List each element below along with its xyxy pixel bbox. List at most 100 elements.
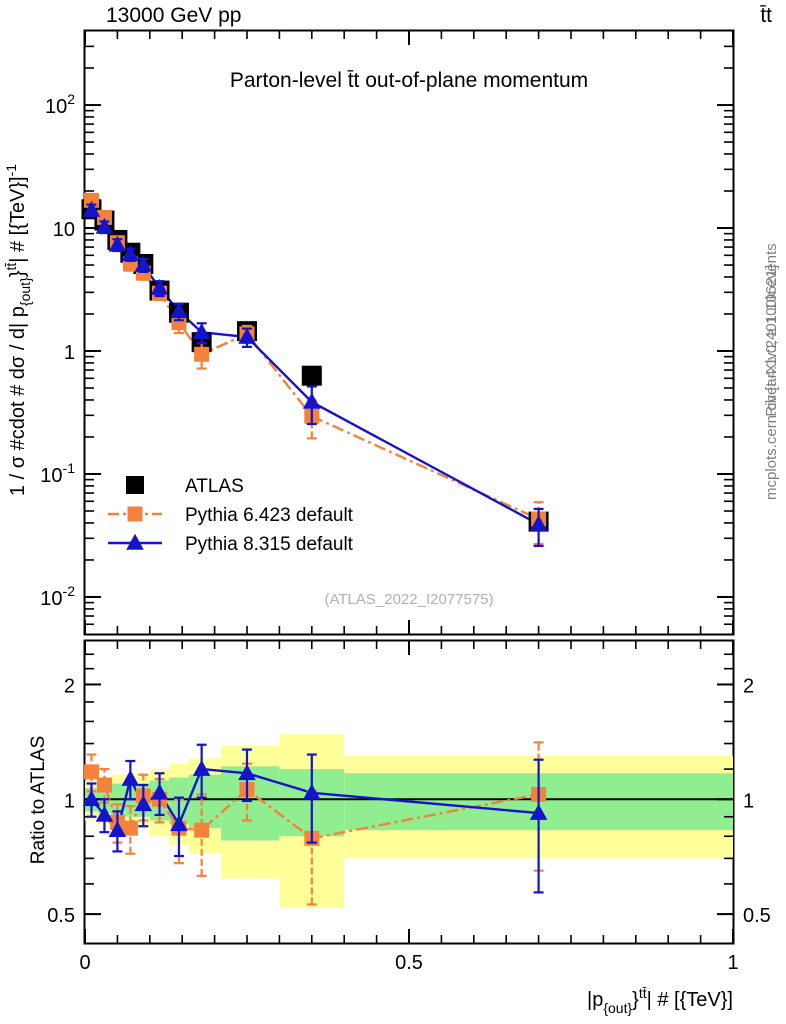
datapoint-pythia8 <box>303 385 321 426</box>
ratio-axis-ticks <box>84 641 734 943</box>
datapoint-pythia8 <box>121 245 140 263</box>
ratio-ytick-left-0: 2 <box>64 675 75 697</box>
datapoint-pythia8 <box>238 327 256 349</box>
datapoint-pythia8 <box>108 235 127 253</box>
x-tick-2: 1 <box>727 952 738 974</box>
marker-triangle <box>108 820 127 837</box>
main-axis-ticks <box>84 31 734 634</box>
marker-triangle <box>121 769 140 786</box>
main-y-tick-labels: 102 10 1 10-1 10-2 <box>40 91 75 610</box>
datapoint-atlas <box>301 365 322 386</box>
rivet-version-label: Rivet 4.1.0, ≥ 100k events <box>763 243 780 416</box>
marker-triangle <box>82 200 101 217</box>
marker-square <box>171 315 187 331</box>
ylabel-sup2: -1 <box>3 164 19 177</box>
marker-square <box>122 820 138 836</box>
ratio-plot-frame <box>83 639 735 945</box>
marker-triangle <box>170 302 188 319</box>
xlabel-p1: |p <box>587 989 603 1011</box>
marker-square <box>83 764 99 780</box>
main-ytick-0: 102 <box>45 91 75 118</box>
ratio-datapoint-pythia6 <box>122 804 138 855</box>
marker-triangle <box>150 783 169 800</box>
ratio-ytick-left-1: 1 <box>64 790 75 812</box>
marker-square <box>194 346 210 362</box>
marker-triangle <box>303 783 321 800</box>
legend-entry-2: Pythia 8.315 default <box>108 533 354 555</box>
xlabel-p3: | # [{TeV}] <box>647 989 733 1011</box>
xlabel-sub: {out} <box>603 1000 632 1016</box>
ratio-datapoint-pythia8 <box>108 810 127 853</box>
marker-triangle <box>126 533 144 550</box>
ratio-datapoint-pythia8 <box>303 753 321 844</box>
main-plot-frame <box>83 29 735 636</box>
ratio-ytick-left-2: 0.5 <box>47 905 75 927</box>
datapoint-pythia8 <box>170 302 188 322</box>
legend-label-0: ATLAS <box>185 476 244 497</box>
datapoint-pythia8 <box>95 217 114 235</box>
x-tick-0: 0 <box>79 952 90 974</box>
legend-label-1: Pythia 6.423 default <box>185 505 354 526</box>
datapoint-pythia8 <box>150 278 169 298</box>
header-left-label: 13000 GeV pp <box>106 4 241 27</box>
ratio-ytick-right-2: 0.5 <box>743 905 771 927</box>
header-right-text: t̄t <box>760 4 772 27</box>
ratio-datapoint-pythia8 <box>238 748 256 803</box>
marker-triangle <box>529 515 548 532</box>
band-inner <box>188 774 222 829</box>
ylabel-part1: 1 / σ #cdot # d <box>7 368 29 496</box>
legend: ATLAS Pythia 6.423 default Pythia 8.315 de… <box>108 476 354 555</box>
plot-title: Parton-level t̄t out-of-plane momentum <box>230 69 588 92</box>
analysis-watermark: (ATLAS_2022_I2077575) <box>324 591 493 608</box>
ylabel-sub: {out} <box>17 277 33 306</box>
ratio-ylabel: Ratio to ATLAS <box>28 736 49 865</box>
marker-triangle <box>192 759 211 776</box>
main-data-layer <box>81 192 549 548</box>
datapoint-pythia8 <box>192 322 211 345</box>
mcplots-source-label: mcplots.cern.ch [arXiv:2401.10621] <box>763 265 780 500</box>
marker-square <box>96 777 112 793</box>
marker-triangle <box>82 790 101 807</box>
x-tick-1: 0.5 <box>395 952 423 974</box>
marker-triangle <box>170 815 188 832</box>
ratio-y-tick-labels: 2 2 1 1 0.5 0.5 <box>47 675 771 927</box>
svg-text:1 / σ #cdot # dσ / d| p{out}}t: 1 / σ #cdot # dσ / d| p{out}}tt̄| # [{Te… <box>3 164 33 496</box>
marker-square <box>127 506 143 522</box>
marker-triangle <box>529 803 548 820</box>
ratio-data-layer <box>82 741 548 906</box>
ylabel-part3: } <box>7 270 29 277</box>
marker-triangle <box>95 217 114 234</box>
ratio-ytick-right-0: 2 <box>743 675 754 697</box>
ratio-datapoint-pythia8 <box>529 758 548 894</box>
x-axis-label: |p{out}}tt̄| # [{TeV}] <box>587 985 733 1016</box>
legend-entry-0: ATLAS <box>126 476 244 497</box>
marker-triangle <box>238 327 256 344</box>
x-tick-labels: 0 0.5 1 <box>79 952 738 974</box>
ylabel-sup: tt̄ <box>3 263 19 271</box>
marker-triangle <box>150 278 169 295</box>
ratio-datapoint-pythia8 <box>170 796 188 858</box>
marker-triangle <box>192 323 211 340</box>
ylabel-part4: | # [{TeV}] <box>7 176 29 262</box>
marker-triangle <box>134 795 153 812</box>
marker-square <box>126 476 144 494</box>
ratio-datapoint-pythia6 <box>194 793 210 877</box>
main-ytick-4: 10-2 <box>40 583 75 610</box>
header-right-label: t̄t <box>760 4 772 27</box>
marker-triangle <box>134 255 153 272</box>
marker-square <box>301 365 322 386</box>
marker-triangle <box>303 392 321 409</box>
main-ytick-3: 10-1 <box>40 460 75 487</box>
datapoint-pythia8 <box>82 200 101 218</box>
marker-triangle <box>238 764 256 781</box>
main-ytick-1: 10 <box>53 219 75 241</box>
marker-square <box>194 822 210 838</box>
ratio-datapoint-pythia8 <box>95 798 114 834</box>
ratio-datapoint-pythia8 <box>150 772 169 817</box>
ratio-datapoint-pythia6 <box>96 767 112 804</box>
ratio-datapoint-pythia8 <box>192 743 211 799</box>
marker-triangle <box>121 245 140 262</box>
